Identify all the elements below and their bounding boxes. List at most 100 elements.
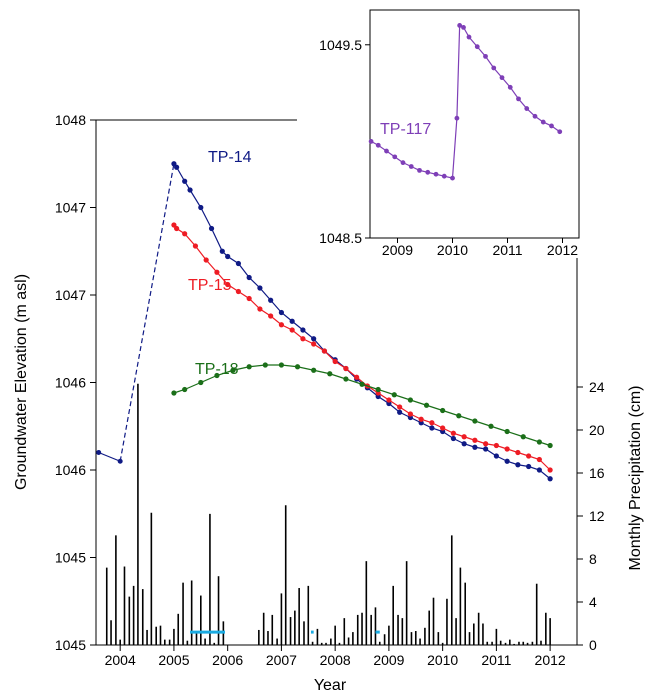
inset-series-point	[368, 138, 374, 144]
inset-series-point	[516, 96, 521, 102]
series-point	[235, 260, 242, 267]
series-connector-solid	[98, 451, 121, 462]
series-point	[214, 372, 220, 379]
series-point	[235, 288, 242, 295]
inset-series-point	[524, 106, 530, 111]
series-point	[472, 444, 478, 450]
series-point	[174, 225, 180, 232]
series-point	[171, 161, 177, 167]
inset-series-point	[491, 65, 497, 71]
y-axis-title: Groundwater Elevation (m asl)	[13, 274, 30, 490]
series-point	[208, 225, 215, 232]
series-point	[311, 341, 317, 347]
series-point	[300, 327, 306, 333]
inset-series-point	[400, 160, 406, 166]
y-tick-label: 1045	[55, 637, 86, 653]
y2-tick-label: 4	[589, 594, 597, 610]
series-point	[171, 222, 177, 228]
series-point	[300, 336, 306, 342]
inset-series-point	[507, 84, 513, 90]
series-point	[526, 463, 532, 470]
series-point	[257, 306, 263, 312]
x-tick-label: 2012	[535, 652, 566, 668]
y-tick-label: 1046	[55, 375, 86, 391]
x-tick-label: 2011	[481, 652, 511, 668]
series-point	[230, 367, 236, 373]
series-point	[450, 430, 456, 436]
y2-tick-label: 24	[589, 379, 605, 395]
series-point	[332, 358, 338, 365]
inset-series-point	[549, 123, 554, 129]
series-point	[289, 327, 295, 333]
series-point	[483, 446, 489, 452]
x-tick-label: 2006	[212, 652, 243, 668]
series-point	[278, 362, 285, 368]
series-point	[311, 367, 317, 373]
y2-tick-label: 16	[589, 465, 605, 481]
series-point	[450, 435, 456, 442]
x-tick-label: 2010	[427, 652, 458, 668]
series-point	[456, 413, 462, 419]
y2-tick-label: 0	[589, 637, 597, 653]
inset-series-point	[433, 171, 439, 177]
inset-series-point	[461, 24, 466, 30]
inset-series-point	[375, 142, 381, 148]
series-label-tp117: TP-117	[380, 121, 431, 138]
series-point	[423, 402, 430, 408]
y2-tick-label: 20	[589, 422, 605, 438]
inset-series-point	[425, 169, 431, 175]
inset-series-point	[483, 53, 488, 59]
series-point	[536, 439, 542, 445]
series-point	[289, 318, 295, 324]
series-point	[294, 364, 301, 370]
series-point	[359, 381, 365, 387]
series-point	[504, 446, 510, 452]
series-point	[225, 281, 231, 288]
inset-x-tick-label: 2009	[382, 242, 413, 258]
series-point	[515, 449, 521, 456]
series-point	[536, 467, 542, 473]
series-point	[182, 231, 188, 237]
series-point	[278, 309, 285, 316]
series-point	[429, 425, 435, 431]
inset-x-tick-label: 2011	[492, 242, 522, 258]
series-point	[257, 285, 263, 291]
series-point	[391, 392, 397, 398]
series-point	[311, 336, 317, 342]
x-tick-label: 2004	[105, 652, 136, 668]
series-point	[547, 442, 553, 449]
series-point	[504, 428, 510, 435]
series-point	[174, 164, 180, 170]
series-point	[117, 458, 123, 464]
series-point	[520, 434, 526, 440]
inset-series-point	[466, 34, 472, 40]
series-point	[214, 269, 220, 275]
main-chart: 1045 1045 1046 1046 1047 1047 1048 0 4 8 12 16 20 24 2…	[55, 112, 605, 668]
inset-series-point	[392, 154, 398, 160]
series-point	[268, 297, 274, 303]
inset-series-point	[441, 173, 447, 179]
series-point	[246, 295, 252, 302]
series-point	[225, 253, 231, 260]
series-point	[386, 397, 392, 403]
x-tick-label: 2005	[158, 652, 189, 668]
series-point	[96, 450, 102, 455]
series-point	[397, 404, 403, 410]
series-point	[461, 441, 467, 447]
series-point	[493, 453, 499, 459]
series-point	[246, 364, 252, 370]
series-point	[440, 425, 446, 431]
series-point	[547, 467, 553, 473]
inset-series-point	[417, 167, 422, 173]
series-point	[407, 411, 413, 417]
series-point	[343, 365, 349, 372]
series-point	[246, 274, 252, 281]
x-axis-title: Year	[314, 677, 347, 694]
inset-series-point	[474, 44, 480, 50]
series-point	[536, 456, 542, 463]
series-point	[407, 397, 413, 403]
series-point	[488, 423, 494, 429]
inset-series-point	[457, 23, 463, 28]
series-connector-dashed	[119, 163, 175, 462]
inset-series-point	[557, 129, 563, 135]
